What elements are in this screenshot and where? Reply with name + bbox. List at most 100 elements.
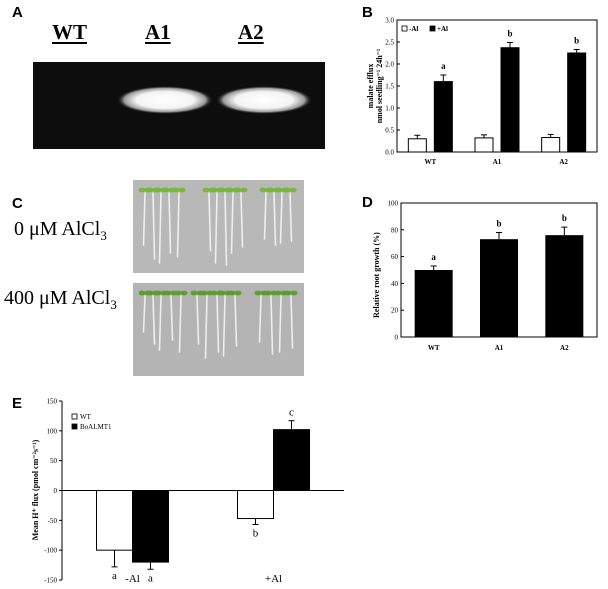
chart-d-sig-letter: b — [496, 218, 501, 228]
chart-b-ytick-label: 0.0 — [385, 149, 394, 157]
seedling-cotyledon — [190, 290, 198, 296]
chart-b-sig-letter: a — [441, 61, 446, 71]
seedling-root — [278, 295, 282, 353]
seedling-cotyledon — [210, 187, 218, 193]
chart-b-category-label: WT — [424, 158, 436, 166]
seedling-root — [168, 192, 172, 254]
seedling-cotyledon — [226, 187, 234, 193]
seedling-cotyledon — [154, 290, 162, 296]
chart-e-legend-label: WT — [80, 413, 92, 421]
chart-d-ytick-label: 80 — [391, 226, 399, 234]
seedling-root — [270, 295, 274, 355]
chart-b-sig-letter: b — [574, 35, 579, 45]
seedling-cotyledon — [172, 187, 180, 193]
chart-e-ytick-label: 100 — [47, 427, 58, 435]
seedling-cotyledon — [259, 187, 267, 193]
chart-b-bar — [407, 138, 427, 153]
seedling-root — [176, 192, 180, 258]
seedling-cotyledon — [180, 290, 188, 296]
seedling-cotyledon — [283, 187, 291, 193]
seedling-cotyledon — [228, 290, 236, 296]
panel-letter-b: B — [362, 4, 373, 21]
chart-d: 0 20 40 60 80 100 a WT b A1 b A2 Relative root grow… — [372, 200, 598, 352]
chart-b-ylabel-line2: nmol seedling⁻¹ 24h⁻¹ — [375, 48, 384, 123]
chart-e-ylabel: Mean H⁺ flux (pmol cm⁻²s⁻¹) — [31, 439, 40, 540]
seedling-root — [152, 295, 156, 345]
seedling-root — [158, 192, 162, 264]
seedling-cotyledon — [200, 290, 208, 296]
seedling-cotyledon — [146, 187, 154, 193]
seedling-root — [240, 192, 244, 248]
seedling-cotyledon — [234, 290, 242, 296]
seedling-cotyledon — [274, 290, 282, 296]
seedling-cotyledon — [146, 290, 154, 296]
chart-e-bar — [237, 490, 274, 520]
chart-d-category-label: A1 — [495, 344, 504, 352]
chart-b-bar — [500, 47, 520, 153]
seedling-cotyledon — [264, 290, 272, 296]
seedling-cotyledon — [254, 290, 262, 296]
chart-b-bar — [474, 137, 494, 153]
seedling-cotyledon — [284, 290, 292, 296]
chart-d-category-label: WT — [428, 344, 440, 352]
panel-letter-d: D — [362, 194, 373, 211]
chart-d-bar — [480, 239, 518, 337]
chart-e-bar — [96, 490, 133, 551]
seedling-root — [234, 295, 238, 347]
seedling-root — [196, 295, 200, 345]
gel-lane-label-wt: WT — [52, 20, 88, 44]
photo-label-400um: 400 μM AlCl3 — [4, 287, 117, 312]
photo-label-0um: 0 μM AlCl3 — [14, 218, 107, 243]
seedling-root — [204, 295, 208, 359]
chart-e-sig-letter: c — [289, 407, 294, 419]
seedling-root — [224, 192, 228, 266]
gel-band-a1 — [117, 86, 213, 114]
seedling-root — [158, 295, 162, 351]
chart-b-legend-swatch — [401, 25, 408, 32]
chart-b-ytick-label: 1.0 — [385, 105, 394, 113]
chart-b-sig-letter: b — [507, 28, 512, 38]
seedling-cotyledon — [240, 187, 248, 193]
seedling-cotyledon — [138, 290, 146, 296]
chart-e-ytick-label: 150 — [47, 398, 58, 406]
seedling-cotyledon — [164, 290, 172, 296]
chart-e-sig-letter: a — [148, 572, 153, 584]
seedling-cotyledon — [267, 187, 275, 193]
chart-e-ytick-label: -100 — [44, 547, 57, 555]
seedling-cotyledon — [162, 187, 170, 193]
chart-b-category-label: A2 — [559, 158, 568, 166]
seedling-cotyledon — [202, 187, 210, 193]
chart-e-sig-letter: a — [112, 570, 117, 582]
panel-letter-a: A — [12, 4, 23, 21]
seedling-root — [214, 192, 218, 264]
chart-b-ytick-label: 3.0 — [385, 17, 394, 25]
chart-e-legend-swatch — [71, 423, 78, 430]
seedling-cotyledon — [210, 290, 218, 296]
gel-image — [33, 62, 325, 149]
seedling-root — [216, 295, 220, 353]
gel-lane-label-a2: A2 — [238, 20, 264, 44]
chart-b-bar — [567, 52, 587, 153]
chart-e-ytick-label: 50 — [50, 457, 58, 465]
chart-b-ytick-label: 2.0 — [385, 61, 394, 69]
seedling-root — [142, 192, 146, 246]
seedling-cotyledon — [218, 187, 226, 193]
chart-d-sig-letter: b — [562, 213, 567, 223]
seedling-cotyledon — [138, 187, 146, 193]
seedling-root — [263, 192, 267, 240]
gel-lane-label-a1: A1 — [145, 20, 171, 44]
chart-b-ylabel-line1: malate efflux — [366, 64, 375, 109]
seedling-cotyledon — [178, 187, 186, 193]
seedling-root — [152, 192, 156, 260]
chart-e-legend-swatch — [71, 413, 78, 420]
seedling-cotyledon — [154, 187, 162, 193]
seedling-cotyledon — [218, 290, 226, 296]
chart-d-ytick-label: 20 — [391, 307, 399, 315]
chart-e-ytick-label: -150 — [44, 577, 57, 585]
chart-e-bar — [273, 429, 310, 491]
seedling-root — [178, 295, 182, 353]
gel-band-a2 — [216, 86, 312, 114]
chart-e-category-label: +Al — [265, 573, 282, 585]
chart-d-bar — [545, 235, 584, 337]
